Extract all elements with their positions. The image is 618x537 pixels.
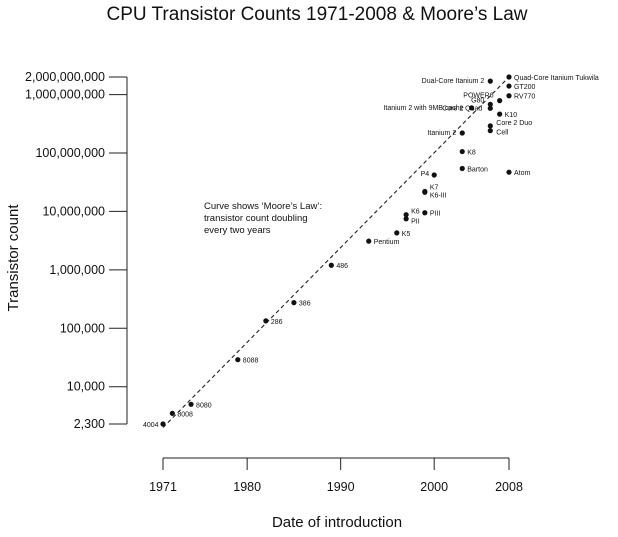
- annotation-line-2: transistor count doubling: [204, 213, 308, 224]
- annotation-line-1: Curve shows ‘Moore’s Law’:: [204, 201, 322, 212]
- data-point-label-29: Atom: [514, 170, 531, 177]
- data-point-2: [188, 401, 194, 407]
- y-tick-label-3: 1,000,000: [49, 263, 105, 277]
- data-point-19: [487, 123, 493, 129]
- data-point-label-7: Pentium: [374, 239, 400, 246]
- data-point-22: [487, 101, 493, 107]
- data-point-16: [459, 148, 465, 155]
- data-point-label-14: P4: [421, 171, 430, 178]
- data-point-label-21: Itanium 2 with 9MB cache: [383, 105, 463, 112]
- data-point-25: [497, 98, 503, 104]
- data-point-label-11: PIII: [430, 211, 441, 218]
- data-point-label-27: Dual-Core Itanium 2: [422, 78, 485, 85]
- data-point-13: [422, 189, 428, 195]
- data-point-label-6: 486: [336, 263, 348, 270]
- y-tick-label-4: 10,000,000: [42, 204, 105, 218]
- data-point-label-9: K6: [411, 209, 420, 216]
- data-point-26: [506, 83, 512, 89]
- data-point-label-16: K8: [467, 150, 476, 157]
- data-point-4: [263, 318, 269, 324]
- data-point-24: [506, 93, 512, 99]
- data-point-5: [291, 300, 297, 306]
- chart-title: CPU Transistor Counts 1971-2008 & Moore’…: [106, 4, 527, 25]
- data-point-label-1: 8008: [177, 411, 193, 418]
- x-tick-label-2: 1990: [327, 480, 355, 494]
- annotation-line-3: every two years: [204, 225, 271, 236]
- data-point-label-25: POWER6: [463, 93, 493, 100]
- trend-line-group: [162, 76, 510, 428]
- x-tick-label-0: 1971: [149, 480, 177, 494]
- data-point-label-3: 8088: [243, 358, 259, 365]
- data-point-label-17: Itanium 2: [427, 130, 456, 137]
- y-tick-label-6: 1,000,000,000: [25, 88, 105, 102]
- data-point-label-24: RV770: [514, 94, 535, 101]
- data-point-label-20: Core 2 Quad: [442, 105, 482, 112]
- data-point-23: [497, 111, 503, 117]
- x-tick-label-1: 1980: [233, 480, 261, 494]
- y-tick-label-2: 100,000: [60, 321, 105, 335]
- data-point-label-19: Core 2 Duo: [496, 120, 532, 127]
- y-tick-label-0: 2,300: [74, 417, 105, 431]
- data-point-label-0: 4004: [143, 422, 159, 429]
- data-point-label-18: Cell: [496, 130, 509, 137]
- data-point-label-4: 286: [271, 319, 283, 326]
- data-point-label-22: G80: [471, 97, 484, 104]
- data-point-label-26: GT200: [514, 84, 536, 91]
- data-point-14: [431, 172, 437, 178]
- data-point-label-5: 386: [299, 301, 311, 308]
- data-point-label-15: Barton: [467, 167, 488, 174]
- data-point-28: [506, 74, 512, 80]
- y-tick-label-7: 2,000,000,000: [25, 70, 105, 84]
- data-point-label-23: K10: [505, 112, 518, 119]
- data-point-20: [487, 105, 493, 111]
- x-tick-label-3: 2000: [420, 480, 448, 494]
- data-point-0: [160, 421, 166, 427]
- data-point-label-8: K5: [402, 231, 411, 238]
- data-point-3: [235, 357, 241, 363]
- data-point-7: [366, 238, 372, 244]
- y-axis-label: Transistor count: [5, 204, 22, 312]
- y-tick-label-1: 10,000: [67, 380, 105, 394]
- data-point-8: [394, 230, 400, 236]
- annotation: Curve shows ‘Moore’s Law’: transistor co…: [204, 201, 322, 236]
- data-point-label-28: Quad-Core Itanium Tukwila: [514, 75, 599, 82]
- y-tick-label-5: 100,000,000: [35, 146, 105, 160]
- data-point-label-13: K6-III: [430, 192, 447, 199]
- x-axis-label: Date of introduction: [272, 514, 402, 531]
- data-point-9: [403, 212, 409, 218]
- data-point-1: [169, 410, 175, 416]
- x-tick-label-4: 2008: [495, 480, 523, 494]
- data-point-11: [422, 210, 428, 216]
- moores-law-trend-line: [162, 76, 510, 428]
- data-point-29: [506, 169, 512, 175]
- data-point-6: [328, 262, 334, 268]
- data-point-label-10: PII: [411, 219, 420, 226]
- data-point-15: [459, 165, 465, 172]
- data-point-18: [487, 128, 493, 134]
- data-point-label-2: 8080: [196, 402, 212, 409]
- data-point-label-12: K7: [430, 184, 439, 191]
- axes: 2,300 10,000 100,000 1,000,000 10,000,000 100…: [25, 70, 523, 494]
- data-point-10: [403, 216, 409, 222]
- data-point-17: [459, 130, 465, 136]
- data-point-27: [487, 78, 493, 84]
- data-point-21: [468, 105, 475, 111]
